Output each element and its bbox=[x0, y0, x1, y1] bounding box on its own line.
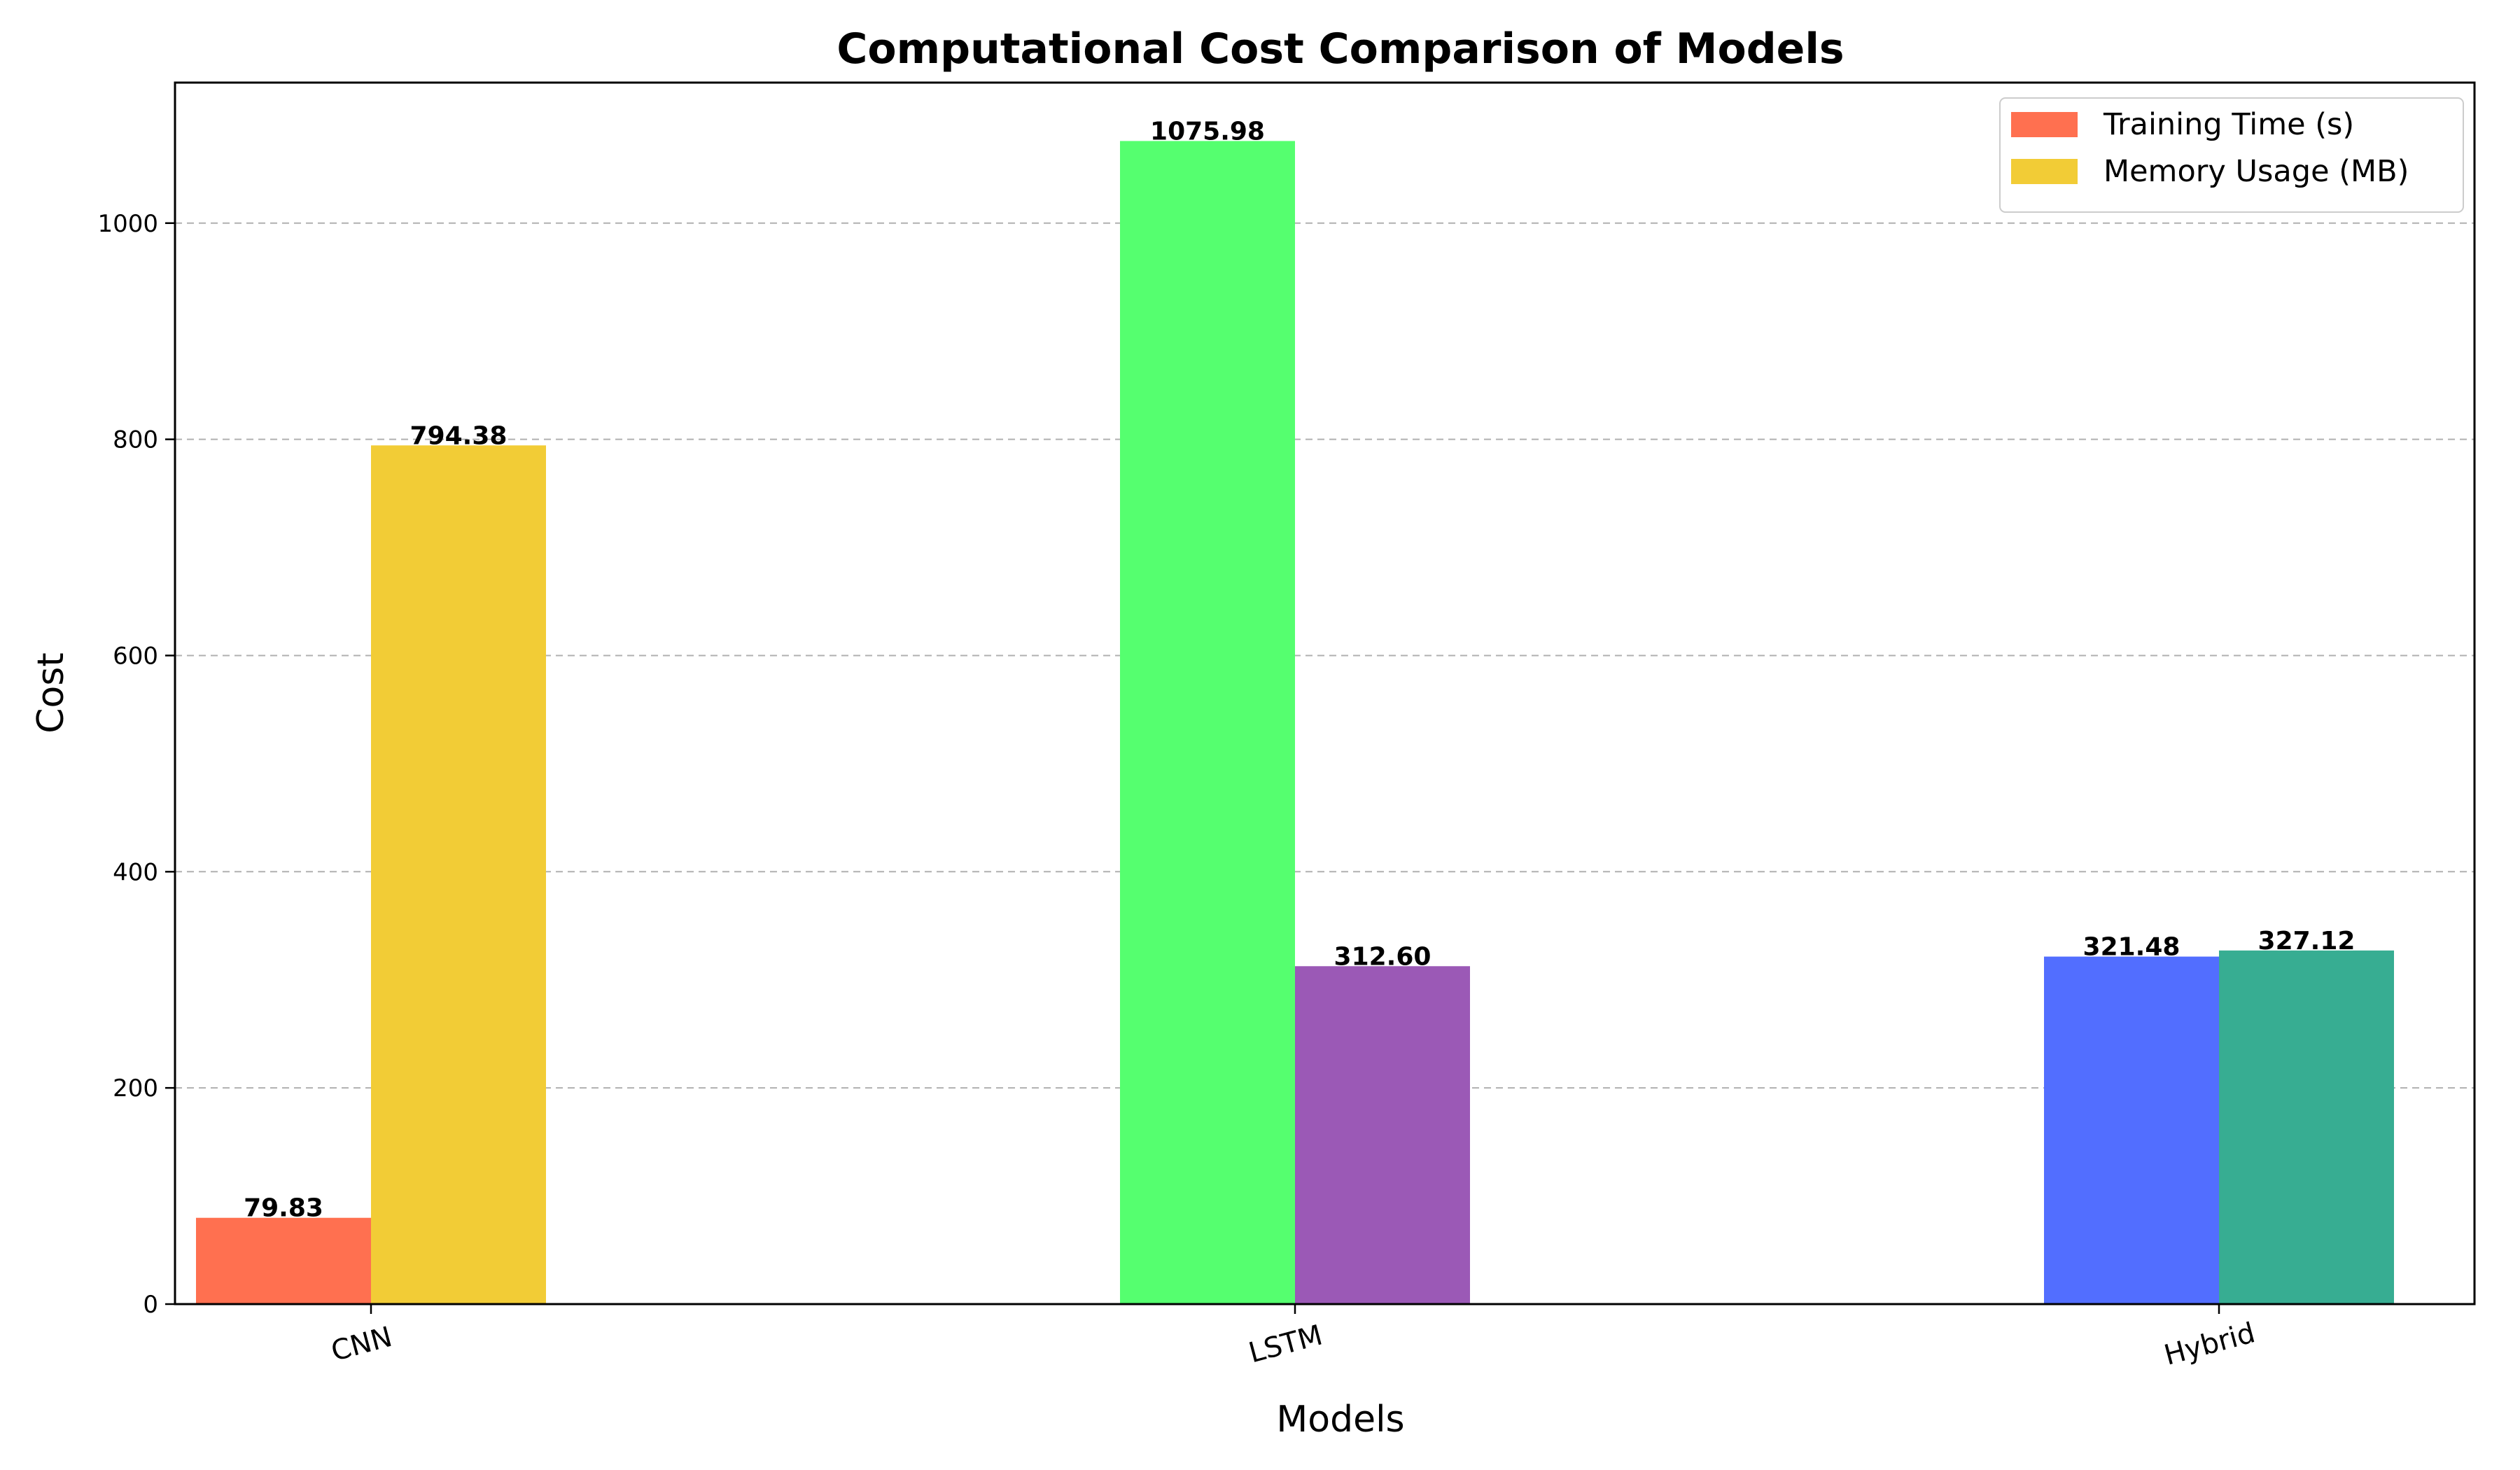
legend-label: Training Time (s) bbox=[2103, 107, 2354, 142]
bar bbox=[1120, 141, 1295, 1304]
chart-title: Computational Cost Comparison of Models bbox=[836, 24, 1844, 74]
y-axis-ticks: 0 200 400 600 800 1000 bbox=[97, 210, 175, 1319]
legend: Training Time (s) Memory Usage (MB) bbox=[1999, 97, 2464, 213]
x-tick-label: Hybrid bbox=[2161, 1317, 2258, 1372]
y-tick-label: 600 bbox=[113, 642, 158, 670]
bars bbox=[196, 141, 2394, 1304]
y-tick-label: 200 bbox=[113, 1074, 158, 1102]
x-tick-label: LSTM bbox=[1245, 1319, 1326, 1369]
bar-value-label: 794.38 bbox=[410, 421, 507, 450]
y-tick-label: 1000 bbox=[97, 210, 158, 238]
bar-value-label: 1075.98 bbox=[1150, 117, 1265, 146]
bar bbox=[371, 445, 546, 1304]
bar-value-label: 327.12 bbox=[2258, 927, 2356, 955]
legend-box bbox=[1999, 97, 2464, 213]
x-axis-ticks: CNN LSTM Hybrid bbox=[328, 1304, 2258, 1372]
bar-value-label: 312.60 bbox=[1334, 942, 1432, 971]
x-tick-label: CNN bbox=[328, 1321, 396, 1368]
legend-swatch bbox=[2011, 159, 2078, 184]
legend-swatch bbox=[2011, 112, 2078, 137]
bar bbox=[2044, 956, 2219, 1304]
plot-frame bbox=[174, 81, 2476, 1306]
bar-value-labels: 79.83 794.38 1075.98 312.60 321.48 327.12 bbox=[244, 117, 2355, 1222]
y-axis-label: Cost bbox=[30, 652, 72, 734]
legend-label: Memory Usage (MB) bbox=[2104, 154, 2409, 189]
y-tick-label: 400 bbox=[113, 858, 158, 886]
bar bbox=[1295, 966, 1470, 1304]
y-tick-label: 800 bbox=[113, 426, 158, 454]
bar-value-label: 79.83 bbox=[244, 1194, 323, 1223]
bar bbox=[196, 1217, 371, 1304]
bar bbox=[2219, 950, 2394, 1304]
bar-value-label: 321.48 bbox=[2083, 933, 2180, 962]
y-tick-label: 0 bbox=[143, 1291, 158, 1319]
x-axis-label: Models bbox=[1276, 1399, 1404, 1441]
